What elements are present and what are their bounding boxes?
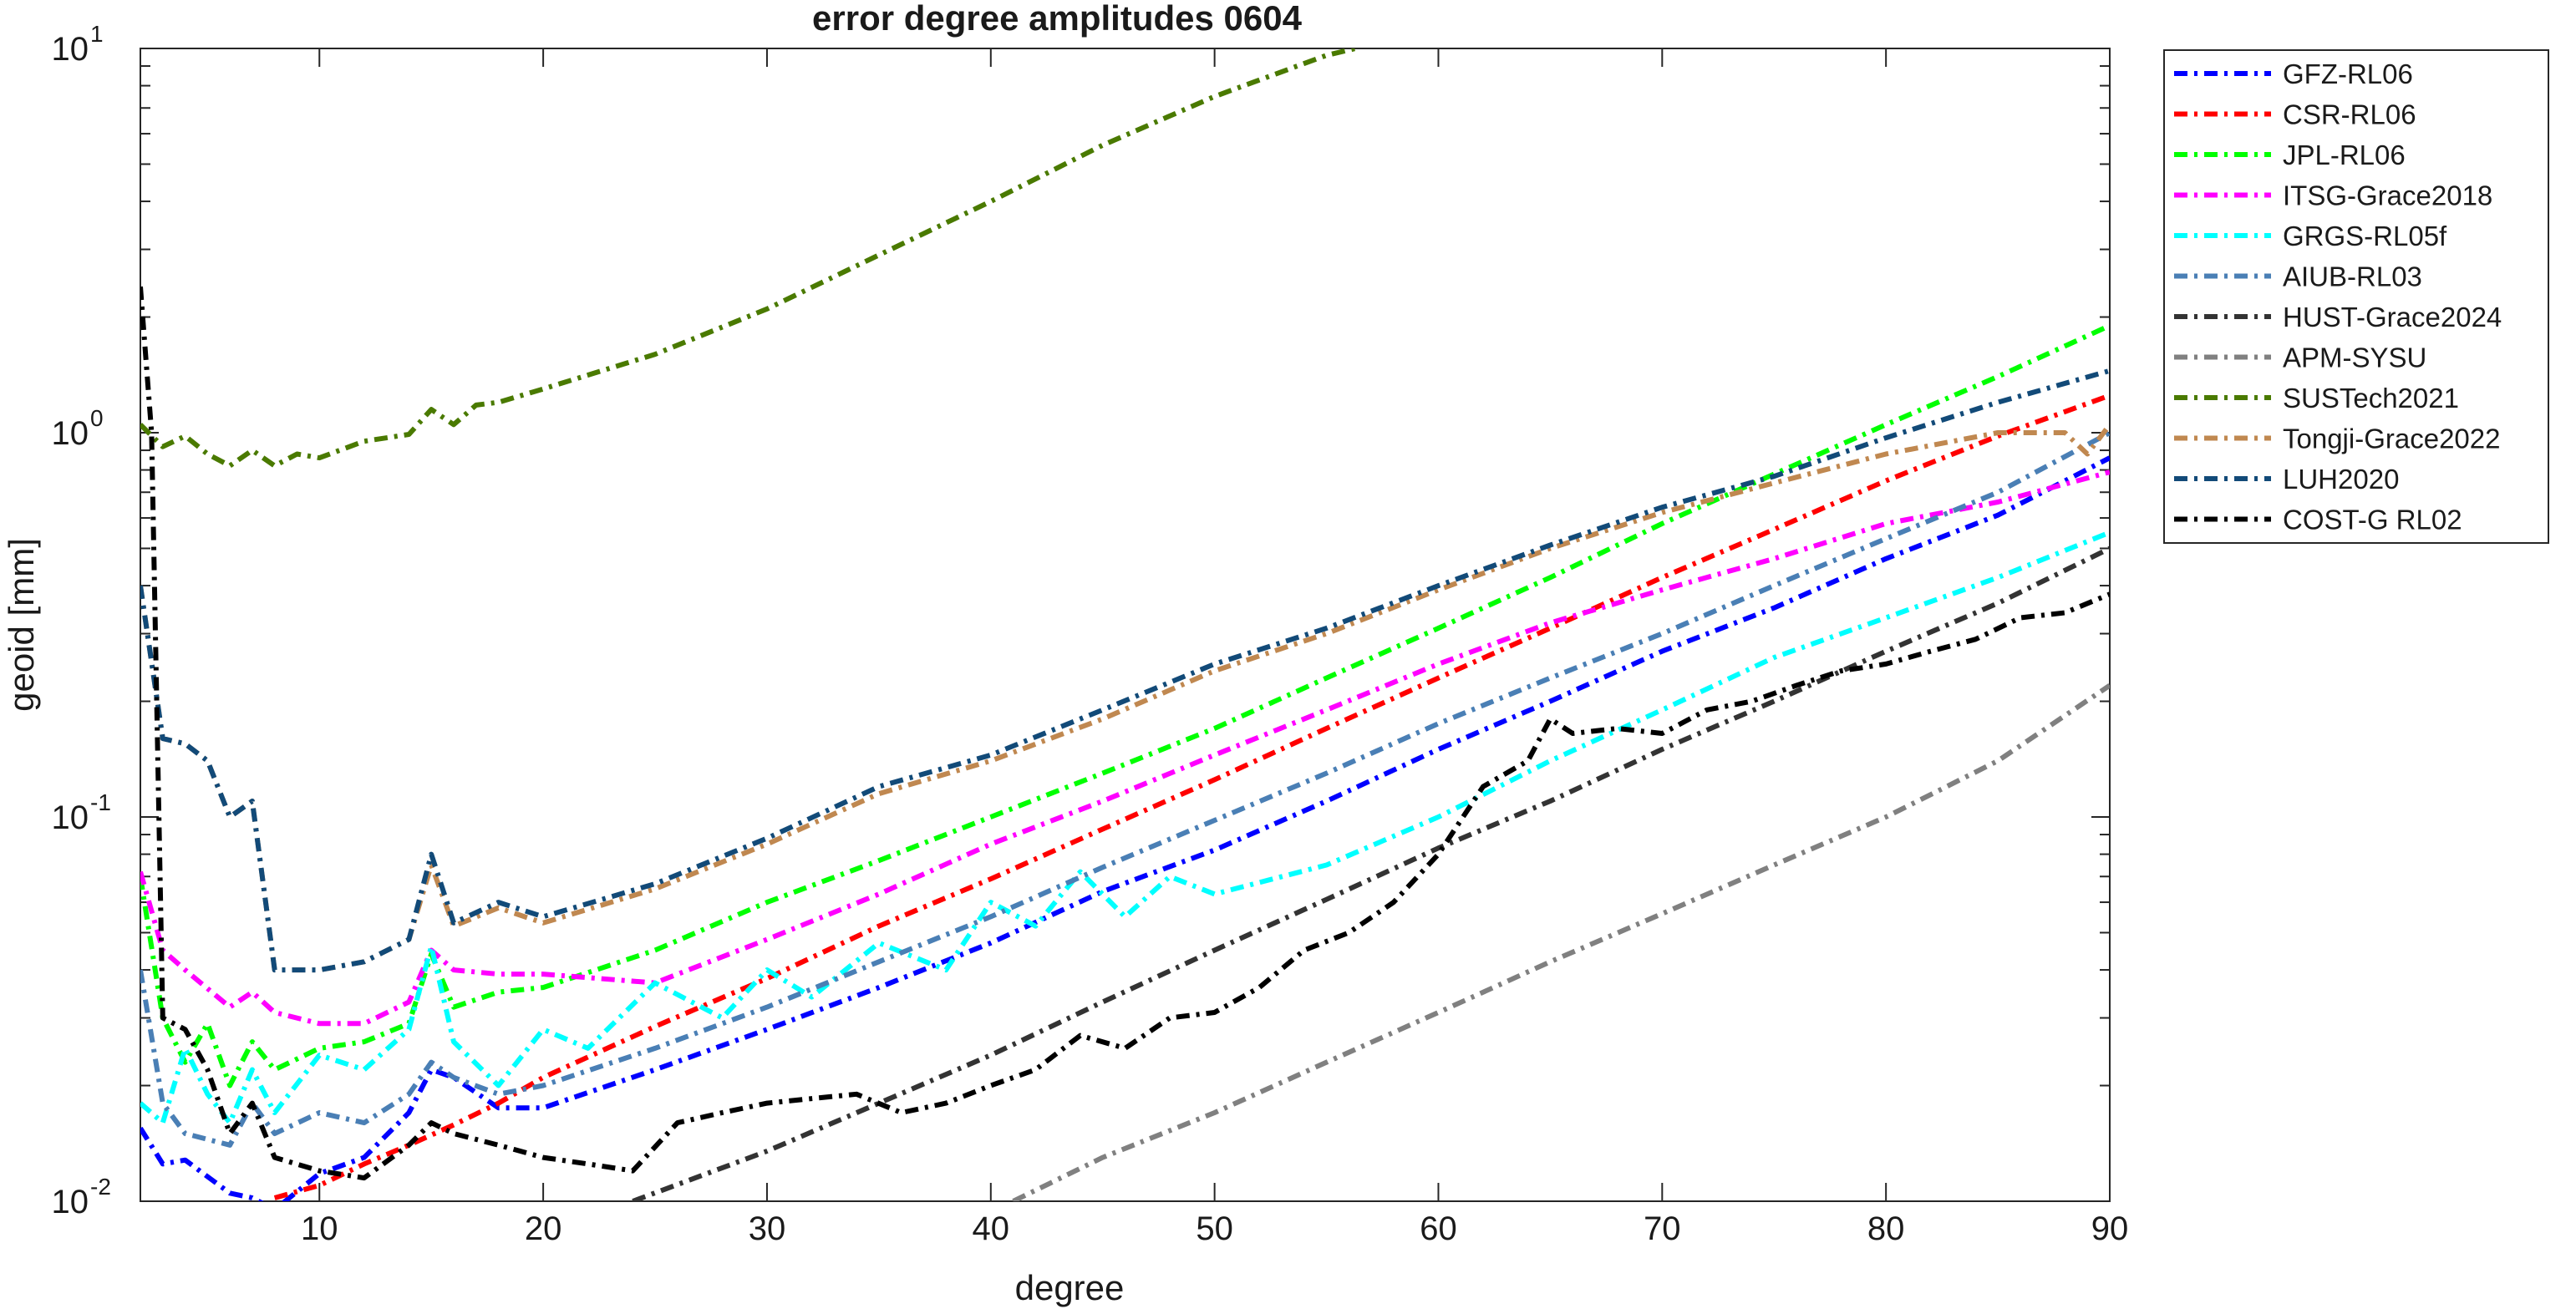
series-line-tongji-grace2022 <box>140 423 2110 973</box>
y-tick-label-exponent: 1 <box>90 21 104 47</box>
series-line-apm-sysu <box>1012 683 2110 1201</box>
legend-label: CSR-RL06 <box>2283 99 2416 130</box>
legend-label: AIUB-RL03 <box>2283 261 2422 292</box>
legend: GFZ-RL06 CSR-RL06 JPL-RL06 ITSG-Grace2018 GR… <box>2163 49 2549 544</box>
legend-item-jpl-rl06: JPL-RL06 <box>2174 140 2406 170</box>
y-tick-label: 10 -2 <box>52 1174 111 1220</box>
series-line-sustech2021 <box>140 48 1357 469</box>
legend-label: ITSG-Grace2018 <box>2283 180 2492 211</box>
series-line-luh2020 <box>140 368 2110 973</box>
legend-label: LUH2020 <box>2283 464 2399 495</box>
legend-item-sustech2021: SUSTech2021 <box>2174 383 2459 414</box>
legend-item-apm-sysu: APM-SYSU <box>2174 342 2426 373</box>
legend-item-tongji-grace2022: Tongji-Grace2022 <box>2174 424 2501 454</box>
y-tick-label-exponent: -2 <box>90 1174 111 1200</box>
legend-item-cost-g-rl02: COST-G RL02 <box>2174 505 2462 535</box>
y-tick-label-base: 10 <box>52 31 89 68</box>
x-tick-label: 20 <box>525 1210 562 1247</box>
legend-label: COST-G RL02 <box>2283 505 2462 535</box>
x-tick-label: 90 <box>2091 1210 2129 1247</box>
x-axis: 10 20 30 40 50 60 70 80 90 <box>301 48 2128 1247</box>
legend-label: SUSTech2021 <box>2283 383 2459 414</box>
y-tick-label: 10 1 <box>52 21 104 68</box>
x-tick-label: 50 <box>1196 1210 1233 1247</box>
minor-ticks <box>140 65 2110 1087</box>
y-tick-label: 10 0 <box>52 405 104 452</box>
series-layer <box>140 48 2110 1201</box>
y-tick-label-base: 10 <box>52 799 89 836</box>
legend-label: HUST-Grace2024 <box>2283 302 2502 332</box>
y-tick-label-base: 10 <box>52 1184 89 1220</box>
legend-item-itsg-grace2018: ITSG-Grace2018 <box>2174 180 2492 211</box>
x-tick-label: 30 <box>749 1210 786 1247</box>
legend-item-hust-grace2024: HUST-Grace2024 <box>2174 302 2502 332</box>
legend-item-aiub-rl03: AIUB-RL03 <box>2174 261 2422 292</box>
plot-area <box>140 48 2111 1202</box>
y-tick-label-exponent: -1 <box>90 789 111 815</box>
x-tick-label: 40 <box>973 1210 1010 1247</box>
y-axis-label: geoid [mm] <box>2 538 41 712</box>
y-tick-label: 10 -1 <box>52 789 111 836</box>
legend-box <box>2163 49 2549 544</box>
legend-label: APM-SYSU <box>2283 342 2426 373</box>
series-line-hust-grace2024 <box>632 545 2110 1201</box>
y-tick-label-base: 10 <box>52 415 89 452</box>
x-tick-label: 60 <box>1420 1210 1457 1247</box>
legend-label: JPL-RL06 <box>2283 140 2406 170</box>
series-line-gfz-rl06 <box>140 455 2110 1201</box>
series-line-cost-g-rl02 <box>140 286 2110 1181</box>
y-tick-label-exponent: 0 <box>90 405 104 431</box>
legend-item-luh2020: LUH2020 <box>2174 464 2399 495</box>
x-tick-label: 80 <box>1867 1210 1905 1247</box>
legend-item-csr-rl06: CSR-RL06 <box>2174 99 2416 130</box>
legend-label: GRGS-RL05f <box>2283 221 2447 251</box>
x-tick-label: 10 <box>301 1210 338 1247</box>
x-axis-label: degree <box>1015 1268 1125 1307</box>
legend-item-grgs-rl05f: GRGS-RL05f <box>2174 221 2447 251</box>
legend-label: GFZ-RL06 <box>2283 58 2413 89</box>
series-line-jpl-rl06 <box>140 323 2110 1088</box>
chart-title: error degree amplitudes 0604 <box>812 0 1303 38</box>
series-line-csr-rl06 <box>273 393 2110 1200</box>
x-tick-label: 70 <box>1644 1210 1681 1247</box>
legend-label: Tongji-Grace2022 <box>2283 424 2501 454</box>
series-line-aiub-rl03 <box>140 430 2110 1148</box>
legend-item-gfz-rl06: GFZ-RL06 <box>2174 58 2413 89</box>
